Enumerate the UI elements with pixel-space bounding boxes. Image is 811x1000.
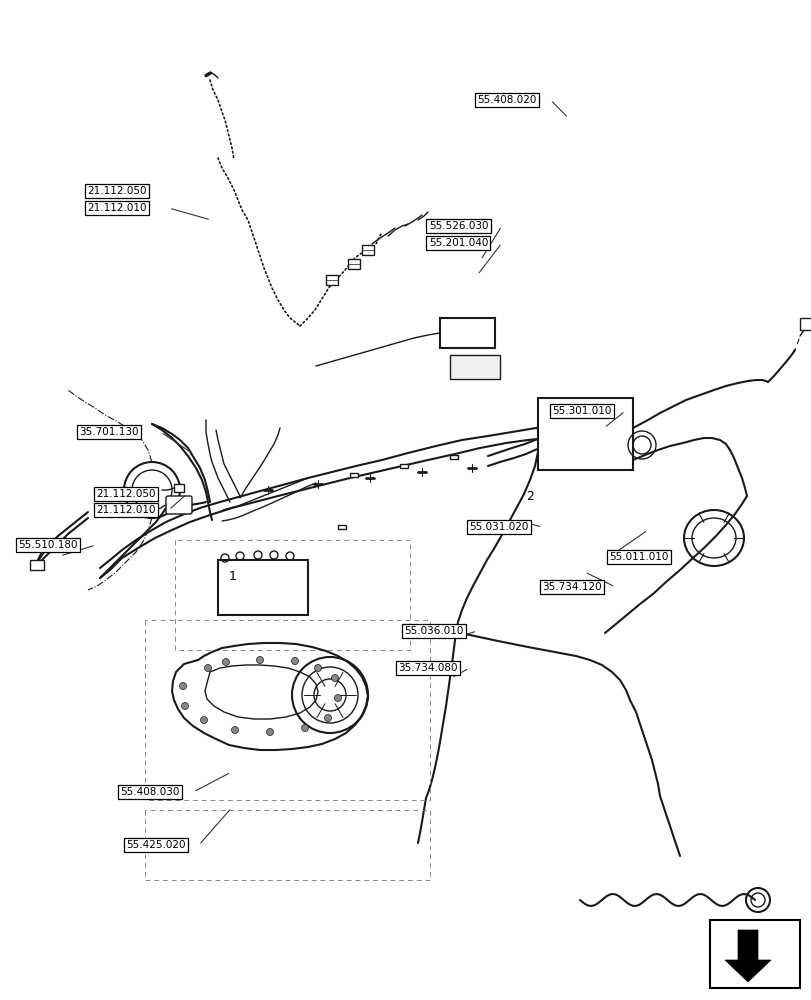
Circle shape	[291, 658, 298, 664]
Text: 1: 1	[229, 570, 237, 582]
Bar	[325, 275, 337, 285]
Bar	[362, 245, 374, 255]
Text: 55.036.010: 55.036.010	[404, 626, 463, 636]
Circle shape	[204, 664, 211, 672]
Text: 55.408.020: 55.408.020	[477, 95, 536, 105]
Bar	[538, 398, 633, 470]
Text: 35.701.130: 35.701.130	[79, 427, 139, 437]
Bar	[348, 259, 359, 269]
Text: 55.408.030: 55.408.030	[120, 787, 179, 797]
Text: 21.112.010: 21.112.010	[88, 203, 147, 213]
Bar	[337, 525, 345, 529]
Text: 35.734.080: 35.734.080	[397, 663, 457, 673]
Bar	[350, 473, 358, 477]
Circle shape	[179, 682, 187, 690]
Text: 55.201.040: 55.201.040	[428, 238, 487, 248]
Circle shape	[200, 716, 208, 724]
Circle shape	[331, 674, 338, 682]
Bar	[174, 484, 184, 492]
Circle shape	[231, 726, 238, 734]
Bar	[799, 318, 811, 330]
Text: 55.425.020: 55.425.020	[126, 840, 185, 850]
FancyBboxPatch shape	[165, 496, 191, 514]
Text: 55.011.010: 55.011.010	[608, 552, 667, 562]
Circle shape	[334, 694, 341, 702]
Text: 55.526.030: 55.526.030	[428, 221, 487, 231]
Text: 21.112.050: 21.112.050	[96, 489, 155, 499]
Circle shape	[314, 664, 321, 672]
Text: 55.031.020: 55.031.020	[469, 522, 528, 532]
Circle shape	[256, 656, 264, 664]
Circle shape	[222, 658, 230, 666]
Circle shape	[324, 714, 331, 722]
Bar	[217, 560, 307, 615]
Text: 21.112.010: 21.112.010	[96, 505, 155, 515]
Text: 35.734.120: 35.734.120	[542, 582, 601, 592]
Circle shape	[301, 724, 308, 732]
Text: 21.112.050: 21.112.050	[88, 186, 147, 196]
Text: 2: 2	[526, 490, 534, 504]
Text: 55.301.010: 55.301.010	[551, 406, 611, 416]
Circle shape	[182, 702, 188, 710]
Bar	[449, 455, 457, 459]
Bar	[709, 920, 799, 988]
Bar	[30, 560, 44, 570]
Polygon shape	[724, 930, 770, 982]
Bar	[440, 318, 495, 348]
Text: 55.510.180: 55.510.180	[18, 540, 77, 550]
Circle shape	[266, 728, 273, 736]
Bar	[400, 464, 407, 468]
Bar	[449, 355, 500, 379]
